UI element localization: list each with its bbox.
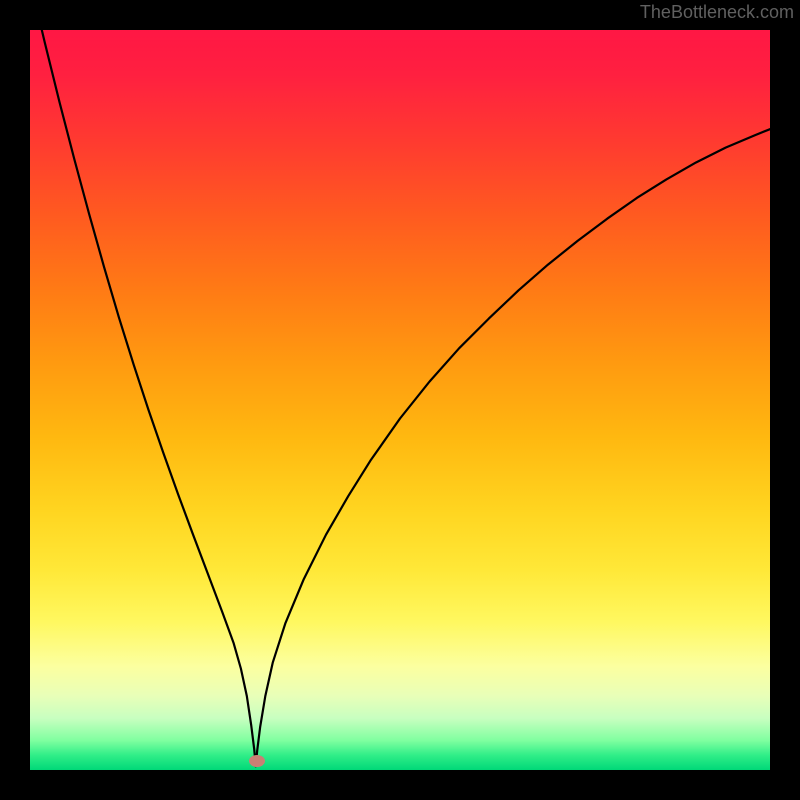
plot-area	[30, 30, 770, 770]
chart-container: TheBottleneck.com	[0, 0, 800, 800]
curve-path	[30, 30, 770, 766]
bottleneck-curve	[30, 30, 770, 770]
optimal-point-marker	[249, 755, 265, 767]
watermark-text: TheBottleneck.com	[640, 2, 794, 23]
